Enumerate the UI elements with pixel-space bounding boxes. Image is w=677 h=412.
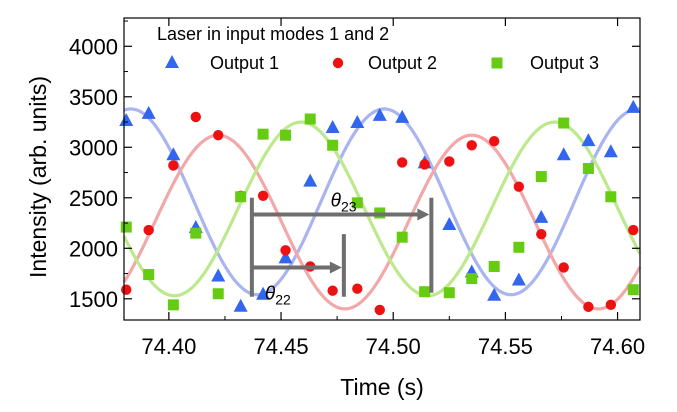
data-point (583, 301, 594, 313)
data-point (395, 109, 410, 123)
legend-label: Output 2 (368, 53, 437, 73)
phase-arrowhead (329, 261, 342, 274)
data-point (582, 162, 594, 174)
data-point (419, 286, 431, 298)
fit-curve (122, 133, 642, 311)
x-tick-label: 74.55 (478, 334, 533, 359)
data-point (121, 284, 132, 295)
y-axis-title: Intensity (arb. units) (25, 76, 51, 278)
data-point (513, 241, 525, 253)
data-point (396, 231, 408, 243)
data-point (443, 287, 455, 299)
x-tick-label: 74.50 (366, 334, 421, 359)
data-point (351, 197, 363, 209)
data-point (372, 107, 387, 121)
data-point (556, 147, 571, 161)
data-point (119, 112, 134, 126)
data-point (166, 147, 181, 161)
legend-marker (165, 54, 179, 68)
data-point (513, 181, 525, 192)
y-tick-label: 2000 (69, 236, 118, 261)
data-point (280, 129, 292, 141)
data-point (488, 136, 500, 147)
axis-ticks (124, 18, 640, 320)
data-point (257, 190, 269, 201)
data-points (119, 99, 641, 316)
y-tick-label: 1500 (69, 287, 118, 312)
y-tick-label: 3500 (69, 85, 118, 110)
legend-marker (332, 57, 344, 69)
data-point (558, 117, 570, 129)
data-point (352, 283, 363, 294)
data-point (628, 224, 639, 236)
data-point (143, 224, 154, 236)
data-point (168, 160, 179, 171)
legend-label: Output 1 (210, 53, 279, 73)
x-axis-title: Time (s) (340, 374, 423, 400)
data-point (211, 268, 226, 282)
tick-labels: 74.40 74.45 74.50 74.55 74.60 1500 2000 2500 300… (69, 34, 645, 359)
data-point (327, 139, 339, 151)
data-point (487, 287, 502, 301)
data-point (304, 113, 316, 125)
data-point (444, 156, 455, 167)
data-point (256, 286, 271, 300)
data-point (534, 209, 549, 223)
data-point (212, 288, 224, 300)
data-point (396, 157, 408, 168)
data-point (442, 216, 457, 230)
data-point (511, 272, 526, 286)
data-point (558, 262, 569, 273)
fit-curve (123, 107, 641, 297)
legend: Laser in input modes 1 and 2 Output 1 Out… (157, 24, 599, 73)
data-point (143, 269, 155, 281)
data-point (466, 140, 477, 151)
data-point (536, 228, 547, 240)
data-point (627, 284, 639, 296)
phase-arrowhead (417, 208, 430, 221)
data-point (419, 159, 430, 170)
data-point (213, 129, 224, 141)
data-point (235, 191, 247, 203)
data-point (605, 299, 617, 311)
data-point (167, 299, 179, 311)
data-point (488, 260, 500, 272)
fit-curve (122, 120, 642, 298)
data-point (278, 250, 293, 264)
fit-curves (122, 107, 642, 311)
y-tick-label: 3000 (69, 135, 118, 160)
data-point (350, 114, 365, 128)
data-point (190, 111, 201, 123)
data-point (327, 285, 338, 296)
y-tick-label: 2500 (69, 186, 118, 211)
data-point (603, 144, 618, 158)
y-tick-label: 4000 (69, 34, 118, 59)
data-point (605, 191, 617, 203)
data-point (141, 105, 156, 119)
data-point (581, 133, 596, 147)
plot-frame (123, 17, 641, 321)
data-point (233, 298, 248, 312)
x-tick-label: 74.40 (141, 334, 196, 359)
data-point (120, 221, 132, 233)
legend-label: Output 3 (530, 53, 599, 73)
data-point (303, 173, 318, 187)
data-point (535, 171, 547, 183)
data-point (190, 227, 202, 239)
data-point (374, 304, 385, 316)
data-point (466, 273, 478, 285)
data-point (325, 120, 340, 134)
data-point (626, 99, 641, 113)
x-tick-label: 74.45 (254, 334, 309, 359)
legend-title: Laser in input modes 1 and 2 (157, 24, 389, 44)
legend-marker (491, 57, 503, 69)
data-point (257, 128, 269, 140)
x-tick-label: 74.60 (590, 334, 645, 359)
data-point (280, 245, 291, 256)
